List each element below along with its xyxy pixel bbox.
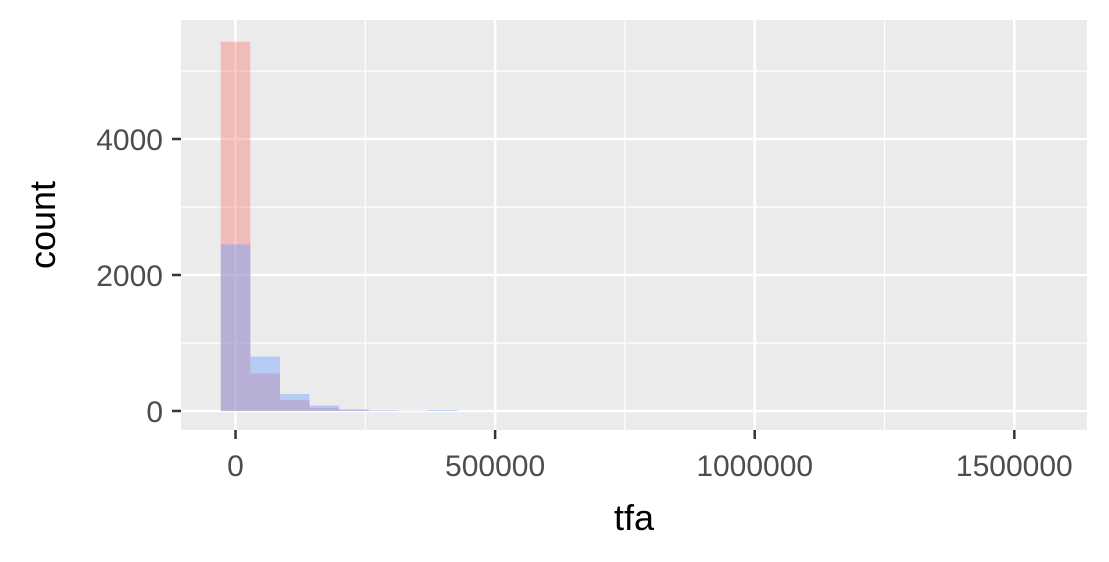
y-tick-label: 4000 [96,124,163,157]
histogram-bar-series-1 [279,400,310,411]
plot-panel [181,20,1087,430]
minor-gridlines [181,20,1087,430]
histogram-bar-series-2 [427,409,458,411]
x-tick-label: 1000000 [696,450,813,483]
x-tick-label: 500000 [445,450,545,483]
histogram-bar-series-2 [339,409,369,411]
y-axis-title: count [22,181,63,269]
y-tick-label: 2000 [96,260,163,293]
histogram-bar-series-2 [309,405,340,411]
y-axis: 0 2000 4000 [96,124,181,429]
histogram-bar-series-2 [368,410,399,411]
histogram-bars [220,41,488,411]
x-axis-title: tfa [614,497,655,538]
x-tick-label: 0 [227,450,244,483]
y-tick-label: 0 [146,396,163,429]
histogram-bar-series-2 [250,356,280,411]
x-axis: 0 500000 1000000 1500000 [227,430,1073,483]
histogram-bar-series-1 [339,409,369,411]
histogram-bar-series-1 [220,41,251,411]
histogram-bar-series-2 [279,393,310,411]
major-gridlines [181,20,1087,430]
histogram-bar-series-2 [220,244,251,411]
histogram-bar-series-1 [250,373,280,411]
x-tick-label: 1500000 [956,450,1073,483]
histogram-bar-series-1 [309,407,340,411]
